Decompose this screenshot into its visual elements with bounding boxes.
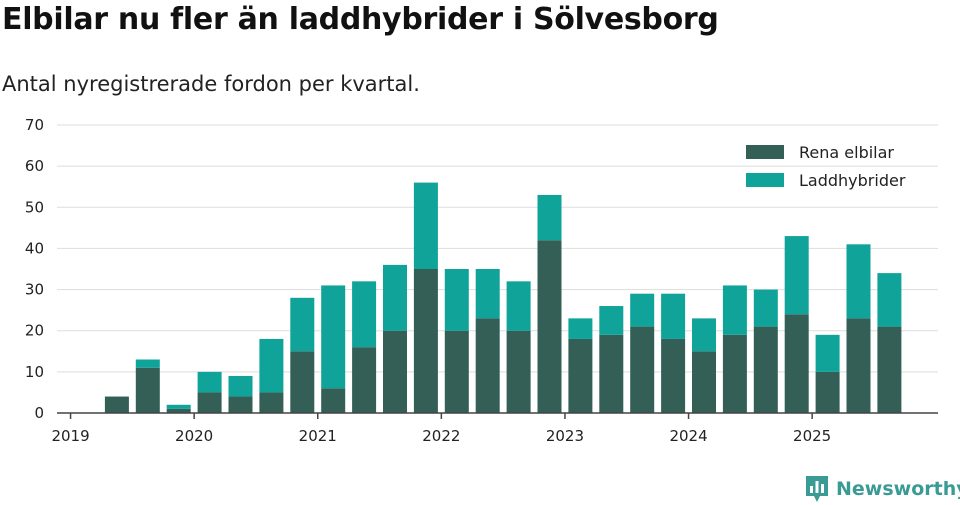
bar-rena-elbilar <box>877 326 902 413</box>
bar-rena-elbilar <box>599 334 624 413</box>
bars <box>104 182 902 413</box>
bar-laddhybrider <box>506 281 531 331</box>
bar-laddhybrider <box>166 404 191 409</box>
bar-rena-elbilar <box>815 371 840 413</box>
y-tick-label: 40 <box>25 239 44 257</box>
bar-laddhybrider <box>259 338 284 393</box>
bar-rena-elbilar <box>753 326 778 413</box>
brand-logo: Newsworthy <box>804 474 960 504</box>
bar-rena-elbilar <box>135 367 160 413</box>
chart-title: Elbilar nu fler än laddhybrider i Sölves… <box>2 2 719 37</box>
x-tick-label: 2022 <box>422 427 460 445</box>
bar-rena-elbilar <box>506 330 531 413</box>
bar-chart-badge-icon <box>806 476 828 502</box>
x-tick-label: 2025 <box>793 427 831 445</box>
bar-rena-elbilar <box>383 330 407 413</box>
bar-rena-elbilar <box>166 408 191 413</box>
x-tick-label: 2019 <box>51 427 89 445</box>
bar-rena-elbilar <box>846 318 871 413</box>
bar-rena-elbilar <box>413 269 438 413</box>
bar-laddhybrider <box>290 297 315 352</box>
bar-rena-elbilar <box>290 351 315 413</box>
chart-subtitle: Antal nyregistrerade fordon per kvartal. <box>2 72 420 96</box>
bar-rena-elbilar <box>537 240 562 413</box>
bar-laddhybrider <box>599 306 624 335</box>
bar-rena-elbilar <box>259 392 284 413</box>
bar-laddhybrider <box>228 375 253 397</box>
bar-laddhybrider <box>475 269 500 319</box>
y-tick-label: 20 <box>25 322 44 340</box>
y-tick-label: 10 <box>25 363 44 381</box>
bar-rena-elbilar <box>692 351 716 413</box>
bar-laddhybrider <box>630 293 655 327</box>
y-tick-label: 70 <box>25 116 44 134</box>
bar-laddhybrider <box>383 264 407 331</box>
y-tick-label: 0 <box>34 404 44 422</box>
bar-rena-elbilar <box>352 347 377 413</box>
bar-laddhybrider <box>197 371 222 393</box>
x-tick-label: 2020 <box>175 427 213 445</box>
bar-laddhybrider <box>815 334 840 372</box>
x-tick-label: 2023 <box>546 427 584 445</box>
bar-rena-elbilar <box>104 396 129 413</box>
bar-laddhybrider <box>413 182 438 269</box>
bar-rena-elbilar <box>444 330 469 413</box>
legend-label: Laddhybrider <box>799 171 906 190</box>
bar-rena-elbilar <box>661 338 686 413</box>
bar-laddhybrider <box>444 269 469 331</box>
bar-laddhybrider <box>846 244 871 319</box>
legend-label: Rena elbilar <box>799 143 894 162</box>
y-axis: 0 10 20 30 40 50 60 70 <box>25 116 44 422</box>
y-tick-label: 50 <box>25 198 44 216</box>
y-tick-label: 30 <box>25 281 44 299</box>
bar-rena-elbilar <box>568 338 593 413</box>
bar-laddhybrider <box>537 194 562 241</box>
bar-laddhybrider <box>784 236 809 315</box>
bar-rena-elbilar <box>630 326 655 413</box>
bar-laddhybrider <box>661 293 686 339</box>
bar-laddhybrider <box>692 318 716 352</box>
bar-laddhybrider <box>877 273 902 327</box>
bar-laddhybrider <box>722 285 747 335</box>
bar-laddhybrider <box>321 285 346 389</box>
x-axis: 2019 2020 2021 2022 2023 2024 2025 <box>51 412 938 445</box>
bar-laddhybrider <box>352 281 377 348</box>
bar-rena-elbilar <box>228 396 253 413</box>
x-tick-label: 2021 <box>299 427 337 445</box>
bar-rena-elbilar <box>321 388 346 413</box>
legend-swatch-rena-elbilar <box>746 145 784 159</box>
brand-name: Newsworthy <box>836 478 960 500</box>
bar-laddhybrider <box>135 359 160 368</box>
stacked-bar-chart: 0 10 20 30 40 50 60 70 2019 2020 2021 2022 2023 2024… <box>25 116 938 445</box>
legend: Rena elbilar Laddhybrider <box>746 143 906 190</box>
x-tick-label: 2024 <box>669 427 707 445</box>
bar-rena-elbilar <box>197 392 222 413</box>
y-tick-label: 60 <box>25 157 44 175</box>
bar-rena-elbilar <box>475 318 500 413</box>
legend-swatch-laddhybrider <box>746 173 784 187</box>
bar-laddhybrider <box>568 318 593 339</box>
bar-laddhybrider <box>753 289 778 327</box>
bar-rena-elbilar <box>722 334 747 413</box>
bar-rena-elbilar <box>784 314 809 413</box>
